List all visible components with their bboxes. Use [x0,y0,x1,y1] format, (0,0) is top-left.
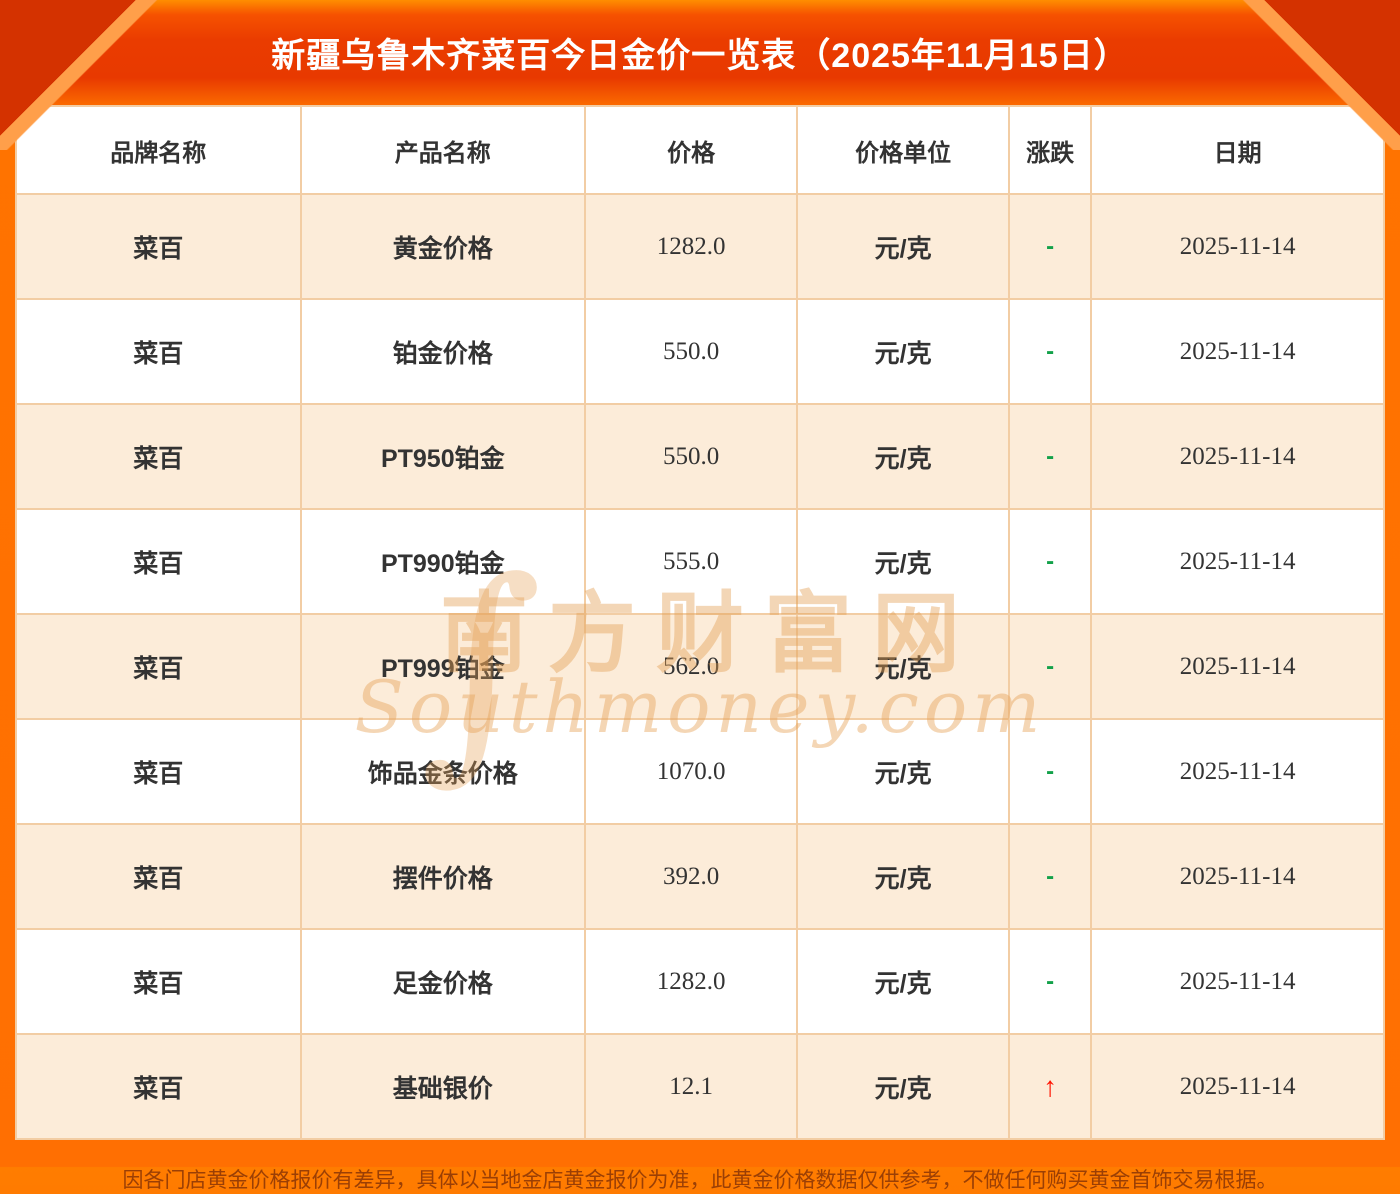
cell-brand: 菜百 [15,298,302,405]
cell-product: 饰品金条价格 [299,718,587,825]
column-header: 价格 [584,105,799,195]
cell-product: PT990铂金 [299,508,587,615]
cell-change: - [1008,508,1093,615]
cell-brand: 菜百 [15,508,302,615]
cell-price: 12.1 [584,1033,799,1140]
cell-price: 1282.0 [584,193,799,300]
cell-brand: 菜百 [15,193,302,300]
cell-unit: 元/克 [796,928,1011,1035]
title-bar: 新疆乌鲁木齐菜百今日金价一览表（2025年11月15日） [0,0,1400,150]
cell-brand: 菜百 [15,613,302,720]
cell-unit: 元/克 [796,508,1011,615]
cell-product: 足金价格 [299,928,587,1035]
cell-change: - [1008,193,1093,300]
cell-brand: 菜百 [15,403,302,510]
column-header: 日期 [1090,105,1385,195]
cell-date: 2025-11-14 [1090,508,1385,615]
cell-price: 550.0 [584,298,799,405]
table-row: 菜百 铂金价格 550.0 元/克 -2025-11-14 [15,298,1385,405]
cell-unit: 元/克 [796,298,1011,405]
column-header: 产品名称 [299,105,587,195]
cell-price: 1070.0 [584,718,799,825]
cell-date: 2025-11-14 [1090,403,1385,510]
price-table-container: 品牌名称 产品名称 价格 价格单位 涨跌 日期 菜百 黄金价格 1282.0 元/克 -2025-… [15,105,1385,1140]
cell-product: 摆件价格 [299,823,587,930]
cell-date: 2025-11-14 [1090,928,1385,1035]
cell-product: 铂金价格 [299,298,587,405]
cell-brand: 菜百 [15,823,302,930]
cell-change: - [1008,613,1093,720]
table-row: 菜百 饰品金条价格 1070.0 元/克 -2025-11-14 [15,718,1385,825]
cell-price: 555.0 [584,508,799,615]
cell-change: ↑ [1008,1033,1093,1140]
table-row: 菜百 PT990铂金 555.0 元/克 -2025-11-14 [15,508,1385,615]
table-row: 菜百 黄金价格 1282.0 元/克 -2025-11-14 [15,193,1385,300]
column-header: 价格单位 [796,105,1011,195]
cell-unit: 元/克 [796,613,1011,720]
cell-date: 2025-11-14 [1090,298,1385,405]
cell-unit: 元/克 [796,823,1011,930]
table-row: 菜百 PT950铂金 550.0 元/克 -2025-11-14 [15,403,1385,510]
cell-date: 2025-11-14 [1090,613,1385,720]
cell-unit: 元/克 [796,403,1011,510]
cell-change: - [1008,823,1093,930]
cell-price: 562.0 [584,613,799,720]
table-header-row: 品牌名称 产品名称 价格 价格单位 涨跌 日期 [15,105,1385,195]
cell-unit: 元/克 [796,718,1011,825]
cell-date: 2025-11-14 [1090,193,1385,300]
cell-product: 黄金价格 [299,193,587,300]
cell-brand: 菜百 [15,718,302,825]
cell-unit: 元/克 [796,193,1011,300]
cell-date: 2025-11-14 [1090,823,1385,930]
cell-change: - [1008,403,1093,510]
column-header: 品牌名称 [15,105,302,195]
cell-product: PT950铂金 [299,403,587,510]
cell-price: 392.0 [584,823,799,930]
table-body: 菜百 黄金价格 1282.0 元/克 -2025-11-14 菜百 铂金价格 550.0 元/克… [15,193,1385,1140]
table-row: 菜百 基础银价 12.1 元/克 ↑ 2025-11-14 [15,1033,1385,1140]
cell-brand: 菜百 [15,1033,302,1140]
table-row: 菜百 PT999铂金 562.0 元/克 -2025-11-14 [15,613,1385,720]
cell-product: PT999铂金 [299,613,587,720]
disclaimer-text: 因各门店黄金价格报价有差异，具体以当地金店黄金报价为准，此黄金价格数据仅供参考，… [122,1169,1278,1192]
cell-change: - [1008,928,1093,1035]
cell-price: 1282.0 [584,928,799,1035]
cell-change: - [1008,298,1093,405]
page-title: 新疆乌鲁木齐菜百今日金价一览表（2025年11月15日） [271,37,1129,75]
cell-change: - [1008,718,1093,825]
table-row: 菜百 摆件价格 392.0 元/克 -2025-11-14 [15,823,1385,930]
cell-product: 基础银价 [299,1033,587,1140]
table-row: 菜百 足金价格 1282.0 元/克 -2025-11-14 [15,928,1385,1035]
cell-date: 2025-11-14 [1090,1033,1385,1140]
cell-price: 550.0 [584,403,799,510]
gold-price-table: 品牌名称 产品名称 价格 价格单位 涨跌 日期 菜百 黄金价格 1282.0 元/克 -2025-… [15,105,1385,1140]
cell-unit: 元/克 [796,1033,1011,1140]
column-header: 涨跌 [1008,105,1093,195]
cell-brand: 菜百 [15,928,302,1035]
cell-date: 2025-11-14 [1090,718,1385,825]
